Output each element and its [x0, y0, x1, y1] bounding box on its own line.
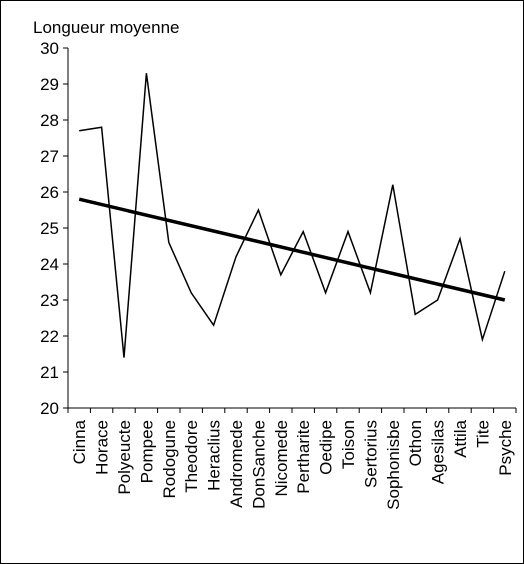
y-tick-label: 29: [40, 75, 59, 94]
y-axis-label: Longueur moyenne: [33, 18, 180, 37]
x-tick-label: Oedipe: [317, 420, 336, 475]
x-tick-label: Psyche: [496, 420, 515, 476]
trend-line: [78, 197, 506, 302]
y-tick-label: 26: [40, 183, 59, 202]
x-tick-label: DonSanche: [249, 420, 268, 509]
x-tick-label: Horace: [93, 420, 112, 475]
x-tick-label: Nicomede: [272, 420, 291, 497]
x-tick-label: Rodogune: [160, 420, 179, 498]
x-tick-label: Polyeucte: [115, 420, 134, 495]
x-tick-label: Pompee: [137, 420, 156, 483]
series-line: [79, 73, 506, 358]
x-tick-label: Cinna: [70, 419, 89, 464]
x-tick-label: Heraclius: [205, 420, 224, 491]
trendline: [78, 197, 506, 302]
x-tick-label: Agesilas: [429, 420, 448, 484]
x-tick-label: Sophonisbe: [384, 420, 403, 510]
y-ticks: 20 21 22 23 24 25 26 27 28 29 30: [40, 39, 68, 418]
y-tick-label: 30: [40, 39, 59, 58]
x-tick-label: Pertharite: [294, 420, 313, 494]
x-ticks: Cinna Horace Polyeucte Pompee Rodogune Theodo…: [67, 408, 517, 510]
y-tick-label: 28: [40, 111, 59, 130]
x-tick-label: Attila: [451, 419, 470, 457]
y-tick-label: 22: [40, 327, 59, 346]
series: [79, 73, 506, 358]
y-tick-label: 23: [40, 291, 59, 310]
x-tick-label: Toison: [339, 420, 358, 469]
y-tick-label: 21: [40, 363, 59, 382]
x-tick-label: Tite: [473, 420, 492, 448]
y-tick-label: 25: [40, 219, 59, 238]
y-tick-label: 20: [40, 399, 59, 418]
x-tick-label: Theodore: [182, 420, 201, 493]
y-tick-label: 27: [40, 147, 59, 166]
y-tick-label: 24: [40, 255, 59, 274]
x-tick-label: Othon: [406, 420, 425, 466]
x-tick-label: Andromede: [227, 420, 246, 508]
x-tick-label: Sertorius: [361, 420, 380, 488]
